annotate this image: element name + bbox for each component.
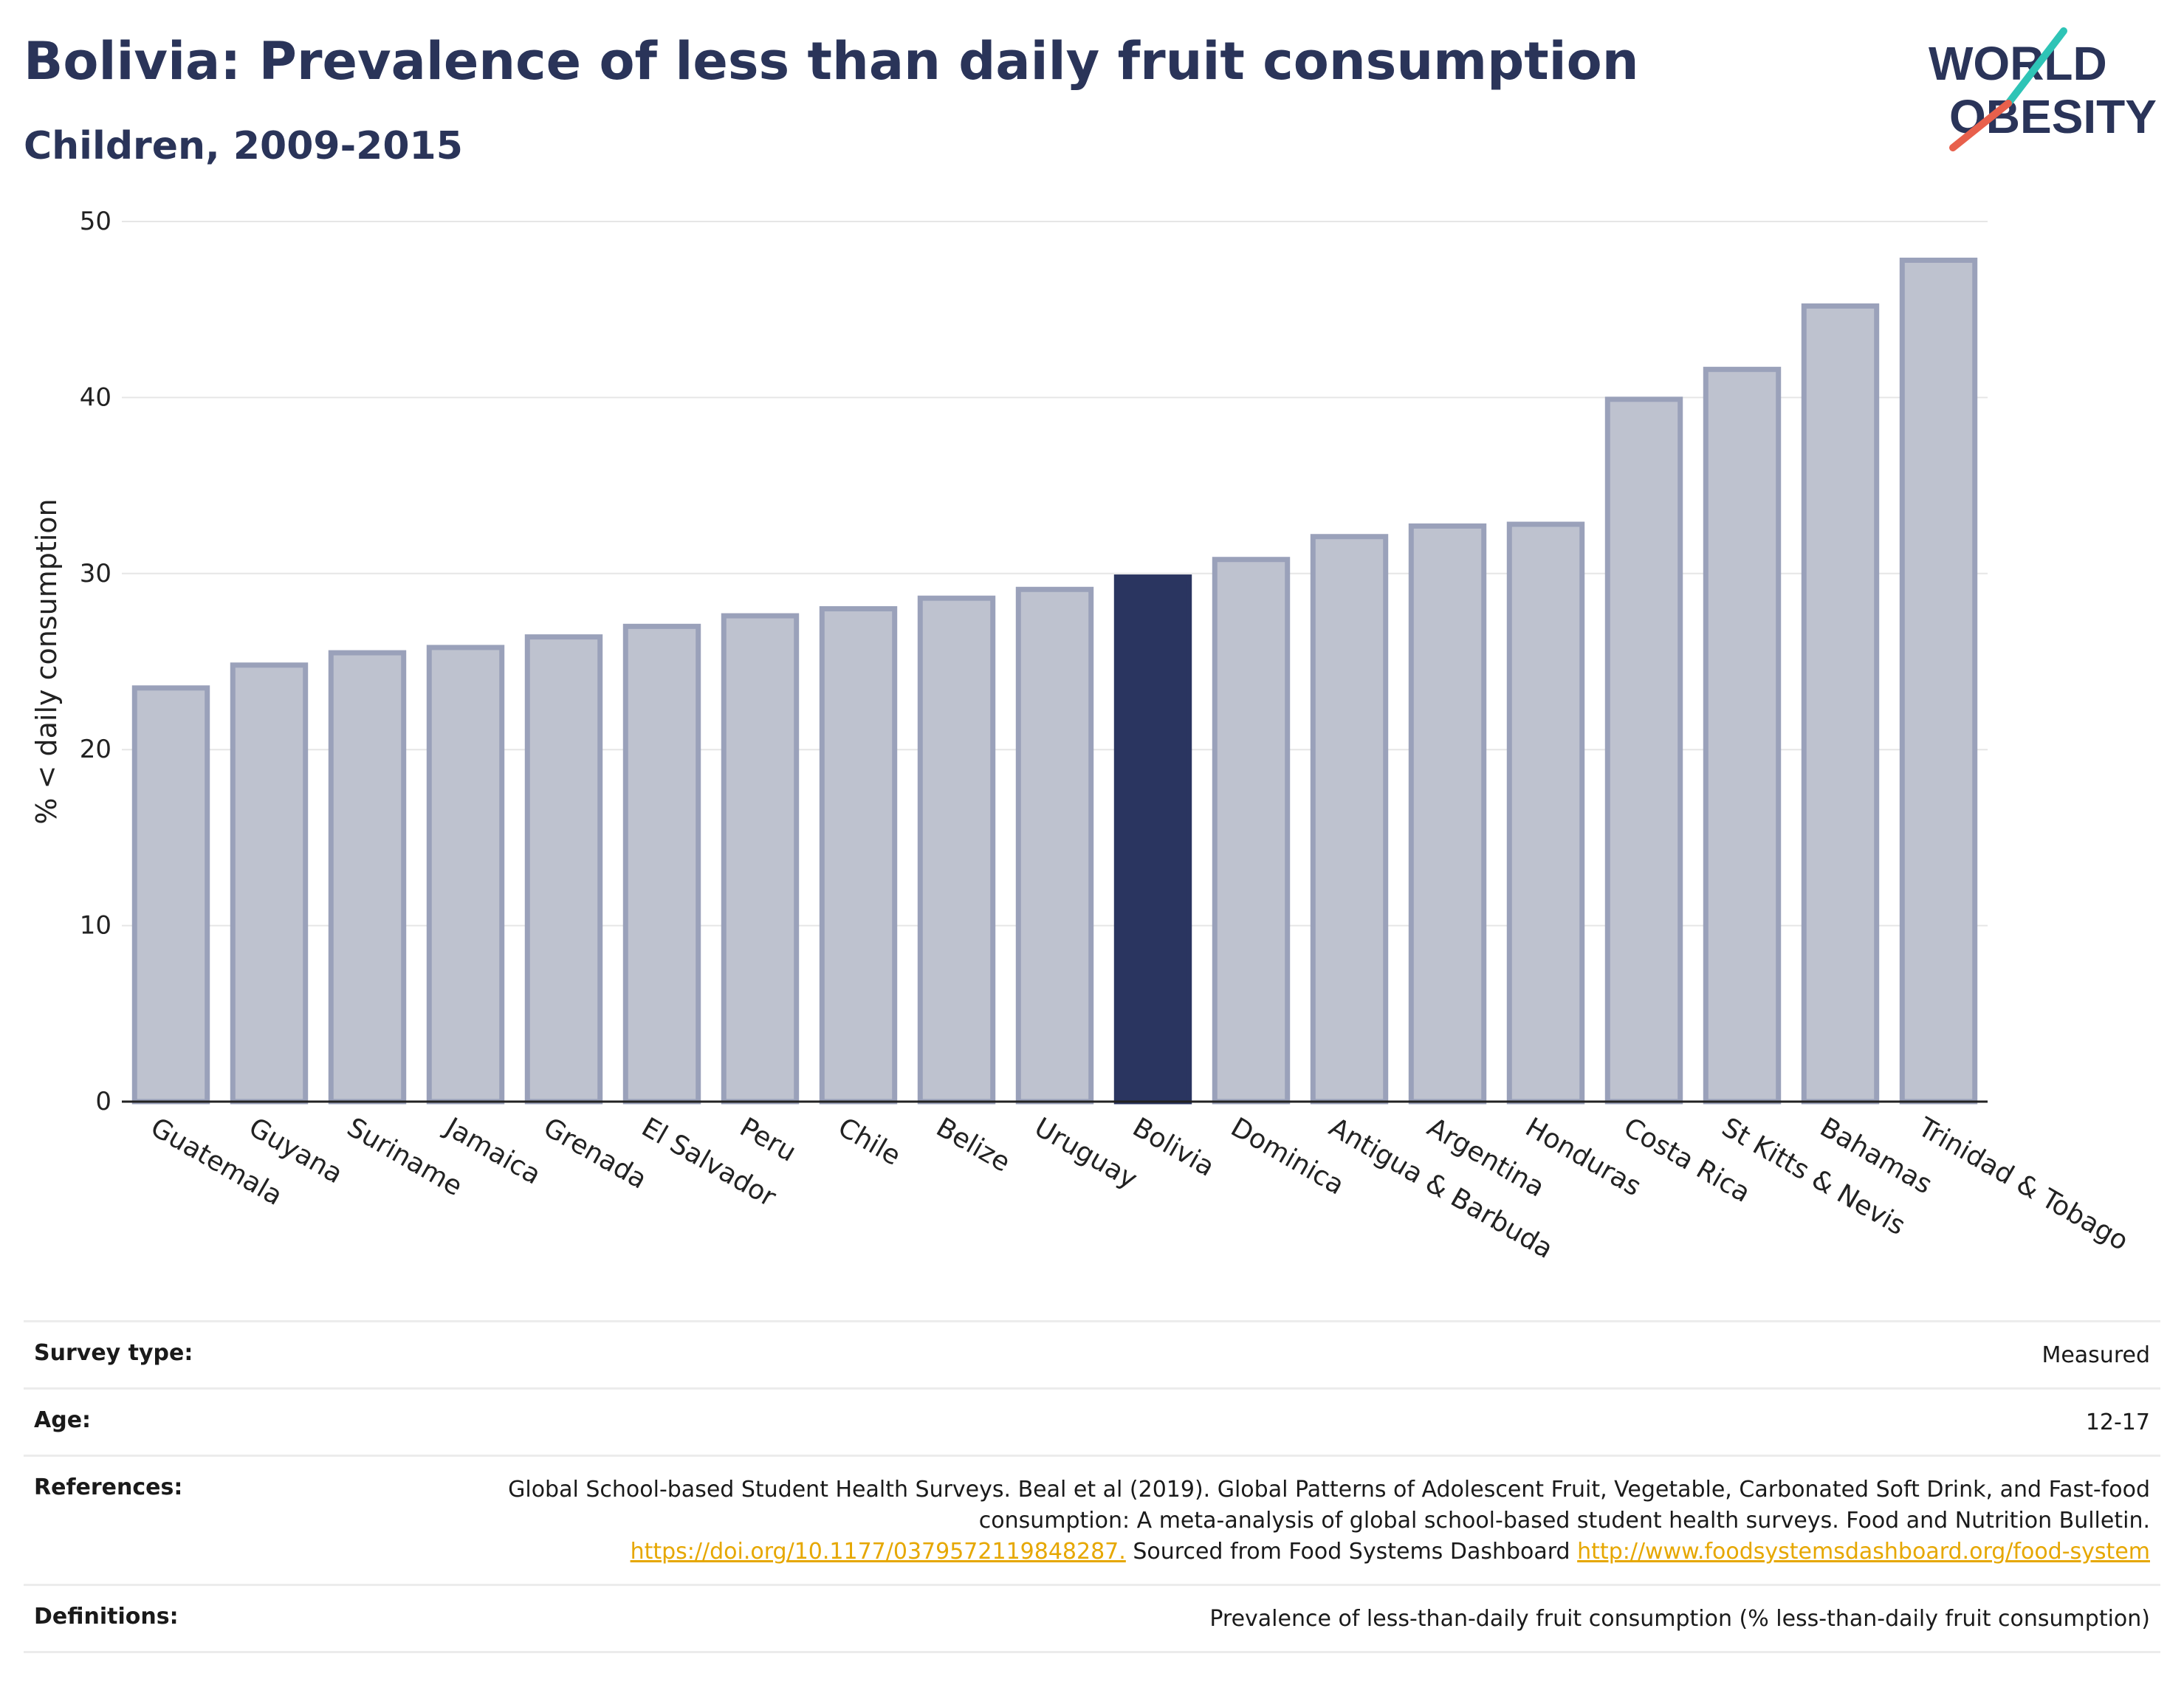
references-text: Global School-based Student Health Surve… — [508, 1477, 2150, 1534]
age-label: Age: — [34, 1407, 92, 1433]
chart-title: Bolivia: Prevalence of less than daily f… — [24, 31, 1639, 92]
meta-row-references: References: Global School-based Student … — [24, 1455, 2160, 1584]
survey-type-value: Measured — [2042, 1342, 2150, 1368]
metadata-table: Survey type: Measured Age: 12-17 Referen… — [24, 1320, 2160, 1653]
x-tick-label: Uruguay — [1029, 1112, 1142, 1195]
x-tick-label: Trinidad & Tobago — [1912, 1112, 2133, 1257]
bar-grenada — [524, 634, 603, 1105]
bar-peru — [721, 613, 800, 1105]
bar-bahamas — [1801, 303, 1880, 1105]
bar-el-salvador — [622, 623, 701, 1105]
bar-suriname — [328, 650, 407, 1105]
y-tick-label: 0 — [95, 1087, 111, 1116]
references-value: Global School-based Student Health Surve… — [481, 1474, 2150, 1568]
food-systems-link[interactable]: http://www.foodsystemsdashboard.org/food… — [1577, 1539, 2150, 1565]
bar-chile — [819, 605, 898, 1105]
y-tick-label: 10 — [80, 911, 111, 941]
bar-jamaica — [426, 645, 505, 1105]
meta-row-survey-type: Survey type: Measured — [24, 1320, 2160, 1387]
y-tick-label: 40 — [80, 382, 111, 412]
y-axis-label: % < daily consumption — [30, 498, 63, 824]
references-label: References: — [34, 1474, 183, 1500]
bar-guatemala — [131, 685, 210, 1105]
bar-antigua-barbuda — [1310, 534, 1389, 1105]
bar-st-kitts-nevis — [1703, 366, 1782, 1105]
svg-text:OBESITY: OBESITY — [1949, 90, 2157, 143]
bar-guyana — [230, 662, 309, 1105]
bar-honduras — [1506, 521, 1585, 1105]
survey-type-label: Survey type: — [34, 1340, 193, 1366]
meta-row-age: Age: 12-17 — [24, 1387, 2160, 1455]
x-tick-label: Bolivia — [1127, 1112, 1220, 1183]
world-obesity-logo: WORLD OBESITY — [1929, 27, 2157, 151]
meta-row-definitions: Definitions: Prevalence of less-than-dai… — [24, 1584, 2160, 1653]
age-value: 12-17 — [2085, 1410, 2150, 1435]
y-tick-label: 20 — [80, 735, 111, 764]
y-tick-label: 50 — [80, 207, 111, 236]
references-source-text: Sourced from Food Systems Dashboard — [1133, 1539, 1570, 1565]
definitions-value: Prevalence of less-than-daily fruit cons… — [1209, 1606, 2150, 1632]
x-tick-label: Belize — [931, 1112, 1015, 1178]
bar-uruguay — [1015, 586, 1094, 1105]
bar-bolivia — [1113, 574, 1192, 1105]
y-tick-label: 30 — [80, 559, 111, 588]
doi-link[interactable]: https://doi.org/10.1177/0379572119848287… — [630, 1539, 1126, 1565]
definitions-label: Definitions: — [34, 1604, 179, 1630]
bar-dominica — [1212, 557, 1291, 1105]
chart-subtitle: Children, 2009-2015 — [24, 124, 463, 168]
bar-trinidad-tobago — [1899, 257, 1978, 1105]
bar-belize — [917, 595, 996, 1105]
bar-argentina — [1408, 523, 1487, 1105]
x-tick-label: Peru — [735, 1112, 801, 1168]
x-tick-label: Grenada — [538, 1112, 652, 1195]
bar-costa-rica — [1604, 396, 1683, 1105]
svg-text:WORLD: WORLD — [1929, 37, 2107, 90]
x-tick-label: Chile — [833, 1112, 906, 1172]
